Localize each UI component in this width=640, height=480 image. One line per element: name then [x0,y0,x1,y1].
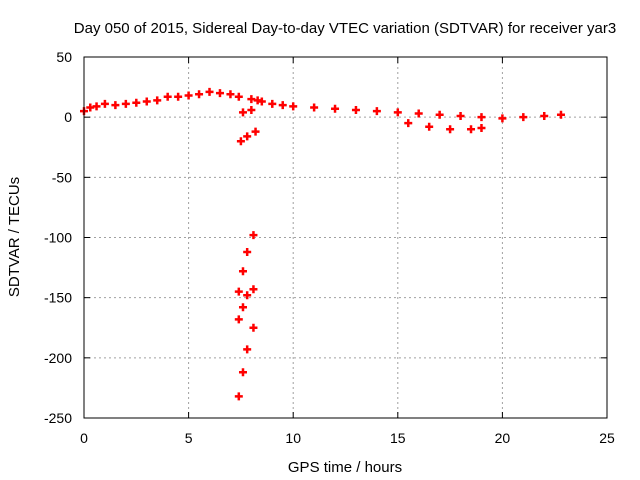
chart-title: Day 050 of 2015, Sidereal Day-to-day VTE… [74,20,616,37]
data-point [111,101,120,110]
y-tick-label: 50 [56,49,72,65]
data-point [372,107,381,116]
data-point [163,92,172,101]
data-point [249,323,258,332]
x-tick-label: 10 [285,430,301,446]
axis-ticks: 0 5 10 15 20 25 -250 -200 -150 -100 -50 0 50 [44,49,615,446]
data-point [100,99,109,108]
data-point [498,114,507,123]
data-point [251,127,260,136]
y-tick-label: -250 [44,410,72,426]
data-point [540,111,549,120]
data-point [153,96,162,105]
data-point [215,89,224,98]
data-point [174,92,183,101]
data-point [556,110,565,119]
data-point [226,90,235,99]
data-point [519,113,528,122]
data-point [351,105,360,114]
data-point [477,113,486,122]
data-point [243,247,252,256]
data-point [92,102,101,111]
y-tick-label: 0 [64,109,72,125]
x-tick-label: 0 [80,430,88,446]
x-tick-label: 5 [185,430,193,446]
data-point [249,231,258,240]
y-tick-label: -200 [44,350,72,366]
y-axis-label: SDTVAR / TECUs [6,177,23,297]
data-point [238,303,247,312]
data-point [393,108,402,117]
data-point [184,91,193,100]
data-point [238,368,247,377]
data-point [234,392,243,401]
data-point [257,97,266,106]
data-point [425,122,434,131]
x-tick-label: 15 [390,430,406,446]
data-point [404,119,413,128]
x-tick-label: 25 [599,430,615,446]
data-point [132,98,141,107]
data-point [331,104,340,113]
data-point [289,102,298,111]
data-point [142,97,151,106]
data-point [456,111,465,120]
data-point [247,105,256,114]
data-point [195,90,204,99]
y-tick-label: -50 [52,169,72,185]
data-point [310,103,319,112]
x-axis-label: GPS time / hours [288,459,402,476]
data-point [414,109,423,118]
x-tick-label: 20 [495,430,511,446]
data-point [446,125,455,134]
data-point [234,315,243,324]
data-point [243,345,252,354]
y-tick-label: -150 [44,290,72,306]
data-point [243,291,252,300]
y-tick-label: -100 [44,230,72,246]
data-point [234,92,243,101]
data-point [268,99,277,108]
data-point [238,108,247,117]
data-point [249,285,258,294]
data-point [234,287,243,296]
data-point [238,267,247,276]
data-point [435,110,444,119]
data-point [477,123,486,132]
data-point [121,99,130,108]
data-point [243,132,252,141]
data-point [278,101,287,110]
data-point [205,87,214,96]
data-point [467,125,476,134]
data-points [80,87,565,401]
data-point [236,137,245,146]
